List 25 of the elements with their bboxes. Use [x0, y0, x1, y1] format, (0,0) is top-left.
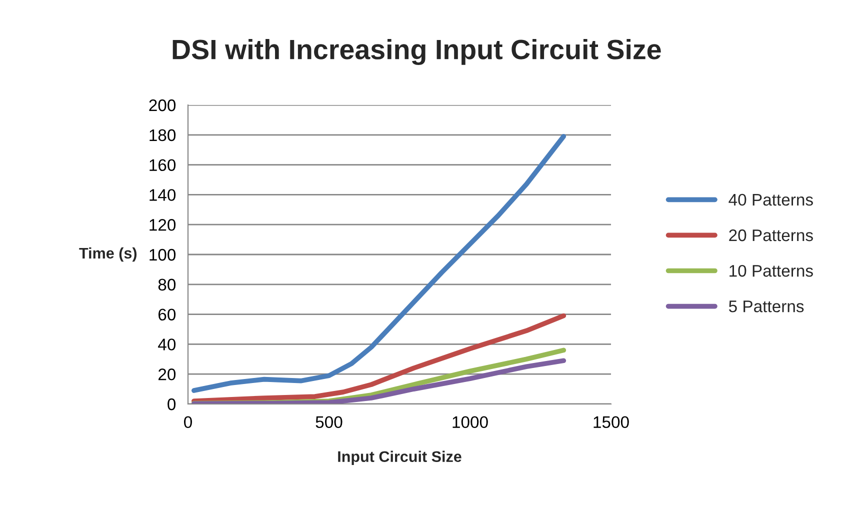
y-tick-label: 40: [158, 338, 176, 350]
x-tick-label: 0: [184, 416, 192, 428]
legend-label: 5 Patterns: [728, 300, 804, 312]
y-tick-label: 120: [150, 219, 176, 231]
legend-label: 20 Patterns: [729, 229, 813, 242]
legend-label: 40 Patterns: [728, 194, 813, 206]
chart-title: DSI with Increasing Input Circuit Size: [172, 38, 661, 66]
y-tick-label: 80: [158, 278, 176, 291]
y-tick-label: 140: [150, 189, 176, 201]
line-series: [191, 358, 566, 404]
x-tick-label: 1500: [594, 416, 629, 428]
y-tick-label: 160: [150, 159, 176, 172]
y-tick-label: 100: [150, 248, 176, 261]
y-tick-label: 200: [149, 99, 176, 112]
x-axis-title: Input Circuit Size: [338, 450, 462, 466]
y-tick-label: 20: [158, 368, 176, 380]
x-tick-label: 1000: [452, 416, 488, 428]
line-series: [191, 134, 566, 393]
y-axis-title: Time (s): [79, 247, 137, 262]
x-tick-label: 500: [316, 416, 342, 428]
y-tick-label: 0: [168, 398, 176, 410]
legend-label: 10 Patterns: [730, 264, 813, 277]
y-tick-label: 180: [150, 129, 176, 142]
y-tick-label: 60: [158, 308, 176, 321]
line-series: [191, 313, 566, 404]
